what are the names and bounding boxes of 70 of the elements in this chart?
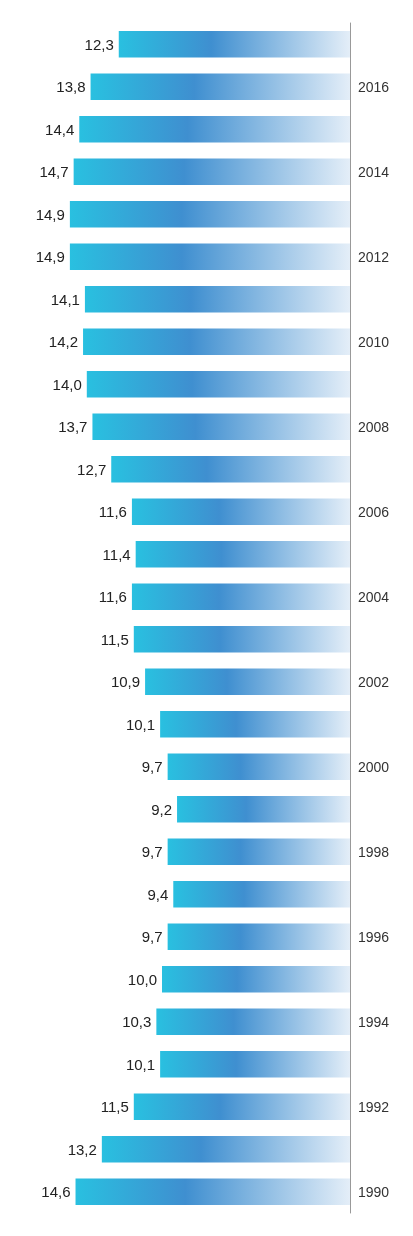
bar bbox=[69, 243, 350, 270]
data-label: 13,7 bbox=[58, 418, 88, 436]
data-label: 13,2 bbox=[67, 1140, 97, 1158]
data-label: 10,9 bbox=[110, 673, 141, 691]
bar bbox=[156, 1008, 350, 1035]
data-label: 14,1 bbox=[50, 290, 80, 308]
y-tick-label: 2008 bbox=[358, 418, 390, 435]
data-label: 12,7 bbox=[77, 460, 107, 478]
bar bbox=[69, 201, 350, 228]
bar bbox=[177, 796, 350, 823]
bar bbox=[145, 668, 350, 695]
data-label: 9,2 bbox=[151, 800, 173, 818]
bar bbox=[160, 1051, 350, 1078]
y-tick-label: 1996 bbox=[358, 928, 390, 945]
data-label: 10,1 bbox=[125, 1055, 156, 1073]
bar bbox=[83, 328, 350, 355]
bar bbox=[167, 923, 350, 950]
bar bbox=[167, 838, 350, 865]
data-label: 14,0 bbox=[52, 375, 82, 393]
bar bbox=[79, 116, 350, 143]
data-label: 12,3 bbox=[84, 35, 114, 53]
bar bbox=[84, 286, 350, 313]
bar bbox=[92, 413, 350, 440]
data-label: 10,3 bbox=[122, 1013, 152, 1031]
data-label: 13,8 bbox=[56, 78, 86, 96]
bar bbox=[118, 31, 350, 58]
data-label: 11,5 bbox=[100, 1098, 129, 1116]
bar bbox=[90, 73, 350, 100]
data-label: 10,1 bbox=[125, 715, 156, 733]
data-label: 9,7 bbox=[141, 928, 163, 946]
data-label: 11,5 bbox=[100, 630, 129, 648]
data-label: 14,4 bbox=[45, 120, 75, 138]
y-tick-label: 2000 bbox=[358, 758, 390, 775]
bar bbox=[111, 456, 350, 483]
bar bbox=[86, 371, 350, 398]
bar bbox=[133, 626, 350, 653]
data-label: 10,0 bbox=[127, 970, 157, 988]
y-tick-label: 2012 bbox=[358, 248, 390, 265]
data-label: 14,2 bbox=[48, 333, 79, 351]
y-tick-label: 2006 bbox=[358, 503, 390, 520]
bar bbox=[167, 753, 350, 780]
y-tick-label: 2004 bbox=[358, 588, 390, 605]
data-label: 9,7 bbox=[141, 843, 163, 861]
bar bbox=[73, 158, 350, 185]
bar bbox=[75, 1178, 350, 1205]
bar bbox=[162, 966, 350, 993]
y-tick-label: 1992 bbox=[358, 1098, 390, 1115]
data-label: 14,6 bbox=[41, 1183, 71, 1201]
data-label: 11,4 bbox=[102, 545, 131, 563]
y-tick-label: 1990 bbox=[358, 1183, 390, 1200]
data-label: 9,4 bbox=[147, 885, 169, 903]
data-label: 11,6 bbox=[98, 588, 127, 606]
y-tick-label: 2002 bbox=[358, 673, 390, 690]
y-tick-label: 2016 bbox=[358, 78, 390, 95]
bar bbox=[133, 1093, 350, 1120]
bar bbox=[135, 541, 350, 568]
bar bbox=[131, 498, 350, 525]
y-tick-label: 2014 bbox=[358, 163, 390, 180]
bar bbox=[173, 881, 350, 908]
data-label: 14,9 bbox=[35, 248, 65, 266]
data-label: 14,7 bbox=[39, 163, 69, 181]
bar bbox=[131, 583, 350, 610]
y-tick-label: 2010 bbox=[358, 333, 390, 350]
data-label: 9,7 bbox=[141, 758, 163, 776]
bar bbox=[160, 711, 350, 738]
bar bbox=[101, 1136, 350, 1163]
data-label: 11,6 bbox=[98, 503, 127, 521]
y-tick-label: 1998 bbox=[358, 843, 390, 860]
data-label: 14,9 bbox=[35, 205, 65, 223]
y-tick-label: 1994 bbox=[358, 1013, 390, 1030]
